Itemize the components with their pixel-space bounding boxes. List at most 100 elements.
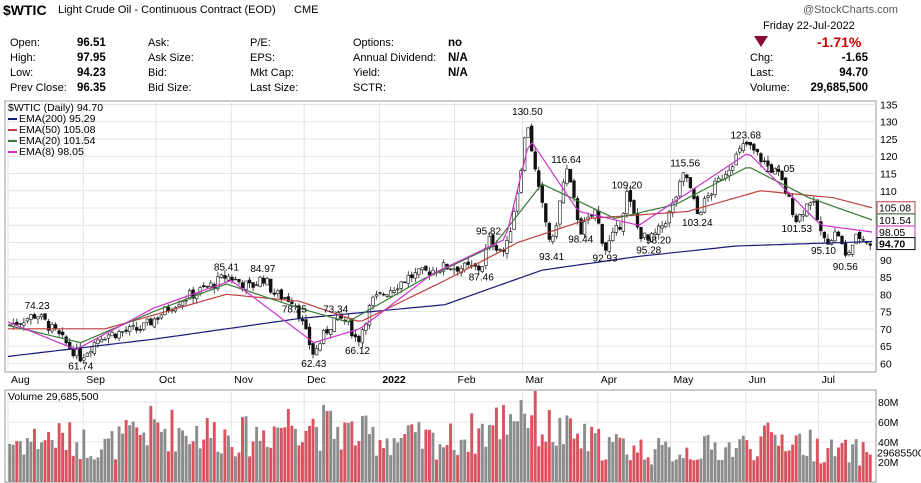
candle-down [604,242,608,251]
volume-bar [50,439,54,482]
volume-bar [653,449,657,482]
candle-down [822,231,827,239]
price-annotation: 98.44 [568,235,593,246]
candle-down [815,199,820,221]
price-annotation: 130.50 [512,107,543,118]
candle-up [441,262,446,272]
volume-bar [241,417,244,482]
candle-up [417,268,421,276]
candle-up [413,272,417,279]
volume-bar [473,453,477,482]
volume-bar [688,459,692,482]
quote-l4: Yield: [353,67,381,79]
volume-bar [586,451,590,482]
candle-up [702,198,707,213]
price-tag: 101.54 [876,213,916,227]
candle-up [833,231,837,242]
volume-bar [262,430,266,482]
watermark: @StockCharts.com [803,4,898,16]
candle-down [272,292,276,295]
month-label: Mar [526,374,545,386]
ema20-line [7,167,873,344]
exchange: CME [294,4,319,16]
volume-bar [392,438,396,482]
volume-bar [498,439,502,482]
volume-bar [738,439,742,482]
candle-up [741,143,745,151]
candle-up [321,329,326,344]
volume-bar [205,418,209,482]
price-annotation: 61.74 [68,361,93,372]
candle-up [642,232,647,238]
volume-tick-label: 60M [878,417,898,429]
candle-up [85,352,90,357]
quote-v1: 94.23 [77,67,106,79]
volume-bar [614,434,618,482]
candle-down [424,265,428,271]
candle-down [685,174,689,179]
volume-bar [861,442,865,482]
volume-bar [844,439,848,482]
volume-bar [572,438,576,482]
candle-up [498,249,502,251]
volume-bar [57,423,61,482]
volume-bar [710,449,714,482]
volume-bar [681,458,685,482]
volume-bar [865,451,869,482]
volume-bar [85,457,89,482]
volume-bar [279,427,283,482]
quote-l1: Open: [10,37,40,49]
volume-bar [561,444,565,482]
quote-l2: Bid: [148,67,167,79]
volume-bar [766,422,770,482]
candle-up [39,314,44,318]
candle-up [120,331,125,333]
volume-bar [353,445,357,482]
volume-bar [530,415,534,482]
candle-down [71,348,75,357]
candle-up [142,322,146,330]
price-tick-label: 135 [880,99,898,111]
volume-bar [826,448,830,482]
volume-bar [822,462,826,482]
candle-down [202,285,206,287]
candle-down [113,333,118,339]
price-annotation: 98.20 [646,235,671,246]
price-tick-label: 130 [880,117,898,129]
volume-bar [442,447,445,482]
candle-down [600,224,604,244]
volume-bar [308,425,311,482]
volume-bar [92,459,96,482]
candle-down [230,276,234,281]
candle-up [731,166,735,171]
month-label: May [674,374,695,386]
volume-last-tag: 29685500 [877,447,921,459]
volume-bar [142,432,146,482]
volume-bar [301,442,304,482]
price-tag: 105.08 [876,201,916,215]
volume-bar [237,452,241,482]
candle-up [117,331,121,339]
volume-bar [110,431,114,482]
volume-bar [748,449,752,482]
candle-down [149,318,153,326]
volume-bar [636,452,639,482]
volume-bar [815,438,819,482]
candle-up [50,324,54,332]
quote-l2: Ask: [148,37,170,49]
volume-bar [643,459,647,482]
candle-up [653,232,657,235]
volume-bar [787,450,791,482]
candle-up [667,211,671,224]
candle-up [582,221,587,235]
summary-value: 94.70 [839,67,868,79]
volume-bar [18,441,22,482]
price-annotation: 101.53 [781,224,812,235]
candle-down [766,160,770,166]
symbol: $WTIC [3,2,47,18]
volume-bar [777,445,781,482]
volume-bar [61,432,65,482]
candle-up [18,323,23,325]
volume-bar [135,427,139,482]
candle-down [403,281,407,284]
